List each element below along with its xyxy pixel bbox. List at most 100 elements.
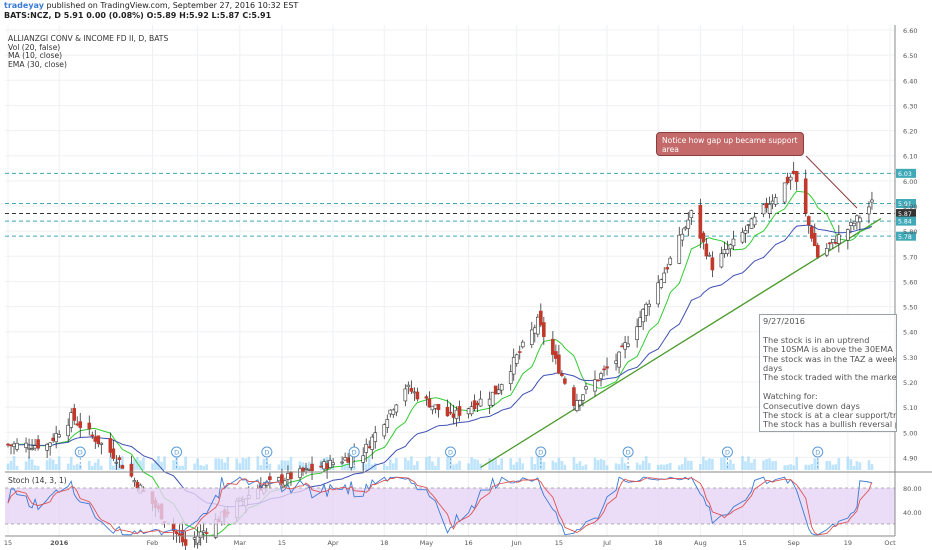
callout-note[interactable]: Notice how gap up became support area [656,132,804,156]
author-link[interactable]: tradeyay [4,1,44,10]
candle-body [367,446,372,449]
stoch-k-line [7,476,873,536]
volume-bar [346,460,350,470]
candle-body [57,434,61,438]
date-tick-label: 18 [380,539,388,547]
candle-body [852,223,856,227]
volume-bar [410,456,413,470]
candle-body [66,424,71,437]
volume-bar [434,465,437,470]
candle-body [514,354,519,364]
volume-bar [283,460,287,470]
volume-bar [449,458,452,470]
volume-bar [205,464,208,470]
candle-body [436,403,441,411]
candle-body [78,421,83,428]
volume-bar [521,463,525,470]
candle-body [129,463,134,477]
dividend-marker-label: D [174,449,179,457]
candle-body [286,473,290,480]
volume-bar [184,456,187,470]
volume-bar [599,458,603,470]
trade-note[interactable]: 9/27/2016 The stock is in an uptrend The 1… [759,314,897,432]
candle-body [277,477,281,482]
candle-body [370,436,375,450]
sma-10-line [7,190,873,537]
candle-body [722,249,727,254]
candle-body [809,226,814,239]
candle-body [93,436,98,442]
volume-bar [220,459,224,470]
volume-bar [133,458,136,470]
candle-body [493,385,498,395]
volume-bar [509,458,513,470]
price-tick-label: 5.50 [903,304,917,312]
candle-body [743,230,748,234]
candle-body [487,398,492,406]
volume-bar [382,463,386,470]
volume-bar [112,465,115,470]
candle-body [599,373,603,379]
candle-body [204,532,209,534]
date-tick-label: Oct [884,539,896,547]
note-line: Watching for: [763,391,818,402]
volume-bar [455,463,458,470]
date-tick-label: Aug [694,539,707,547]
volume-bar [765,459,768,470]
candle-body [581,394,585,401]
candle-body [812,232,817,247]
dividend-marker [348,446,360,458]
candle-body [331,462,335,465]
volume-bar [834,464,838,470]
volume-bar [151,463,154,470]
axes: 6.60 6.50 6.40 6.30 6.20 6.10 6.00 5.90 5.80 5.70… [4,25,932,547]
level-price-label: 6.03 [898,171,912,178]
candle-body [478,398,483,407]
candle-body [725,248,730,254]
volume-bar [768,458,771,470]
volume-bar [684,457,687,470]
volume-bar [75,463,79,470]
chart-header: tradeyay published on TradingView.com, S… [0,0,932,22]
candle-body [307,469,311,471]
price-tick-label: 6.10 [903,153,917,161]
volume-bar [385,465,389,470]
candle-body [343,457,347,461]
volume-bar [373,463,377,470]
volume-bar [48,458,52,470]
level-price-label: 5.91 [898,201,912,208]
candle-body [117,457,122,460]
volume-bar [425,457,428,470]
volume-bar [867,460,871,470]
volume-bar [157,456,160,470]
volume-bar [286,460,290,470]
candle-body [641,308,645,323]
volume-bar [340,461,344,470]
candle-body [517,351,522,353]
candle-body [340,461,344,464]
volume-bar [584,464,588,470]
volume-bar [518,458,522,470]
date-tick-label: 16 [464,539,472,547]
candle-body [174,531,179,534]
horizontal-levels[interactable]: 6.03 5.91 5.875.84 5.78 [5,168,916,241]
volume-bar [852,465,856,470]
volume-bar [154,460,157,470]
candle-body [532,327,537,334]
volume-bar [416,461,419,470]
volume-bar [635,462,639,470]
volume-bar [747,456,750,470]
candle-body [406,384,411,388]
candle-body [870,199,874,203]
candle-body [445,406,450,417]
candle-body [201,530,206,533]
volume-bar [677,465,681,470]
candle-body [791,170,796,174]
price-tick-label: 5.20 [903,379,917,387]
candle-body [529,329,534,345]
volume-bar [97,459,100,470]
candle-body [749,218,754,229]
trendlines[interactable] [480,218,882,469]
